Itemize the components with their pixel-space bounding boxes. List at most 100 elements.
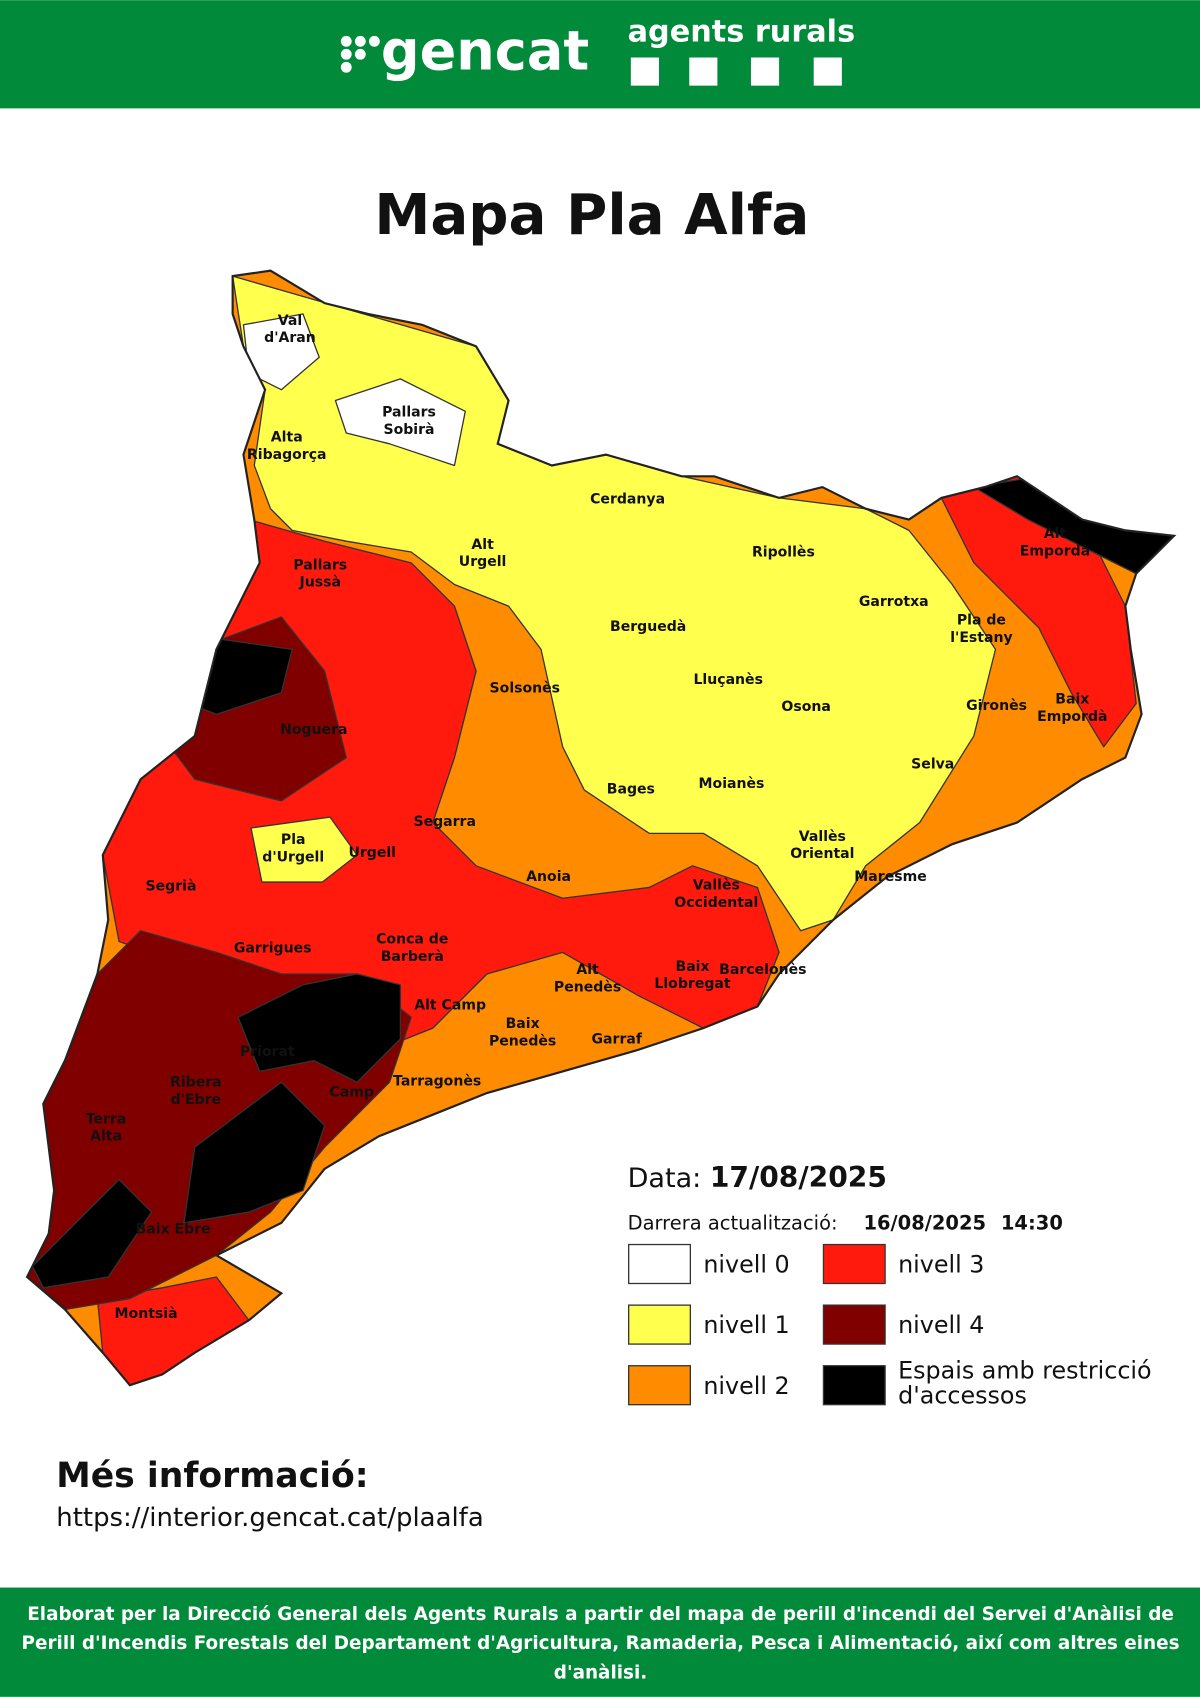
region-label-line: Ribera bbox=[170, 1075, 222, 1091]
region-label: Maresme bbox=[854, 869, 926, 885]
region-label: Garrigues bbox=[234, 940, 312, 956]
region-label-line: Anoia bbox=[526, 869, 571, 885]
logo-dots bbox=[340, 35, 380, 73]
title: Mapa Pla Alfa bbox=[374, 183, 809, 248]
region-label: Ribera d'Ebre bbox=[170, 1075, 222, 1108]
region-label: Vallès Occidental bbox=[674, 878, 758, 911]
region-label: Solsonès bbox=[490, 681, 560, 697]
region-label-line: Conca de bbox=[376, 932, 448, 948]
region-label: Pla d'Urgell bbox=[262, 832, 324, 865]
header-bar bbox=[0, 0, 1200, 109]
footer-line: Perill d'Incendis Forestals del Departam… bbox=[22, 1633, 1180, 1654]
date-label: Data: bbox=[628, 1163, 702, 1194]
region-label: Alt Camp bbox=[414, 998, 486, 1014]
region-label-line: Cerdanya bbox=[590, 491, 665, 507]
region-label-line: Empordà bbox=[1020, 543, 1090, 559]
region-label: Conca de Barberà bbox=[376, 932, 448, 965]
region-label-line: Alt Camp bbox=[414, 998, 486, 1014]
region-label-line: Solsonès bbox=[490, 681, 560, 697]
update-time: 14:30 bbox=[1001, 1211, 1063, 1234]
region-label: Osona bbox=[781, 699, 830, 715]
region-label: Moianès bbox=[699, 776, 765, 792]
more-info-url[interactable]: https://interior.gencat.cat/plaalfa bbox=[56, 1503, 483, 1533]
region-label: Noguera bbox=[280, 722, 347, 738]
region-label-line: Noguera bbox=[280, 722, 347, 738]
level-area bbox=[334, 378, 466, 467]
region-label: Segrià bbox=[146, 879, 197, 895]
region-label: Garraf bbox=[592, 1031, 643, 1047]
level-area bbox=[183, 1081, 326, 1224]
region-label: Val d'Aran bbox=[264, 313, 316, 346]
region-label-line: Berguedà bbox=[610, 619, 686, 635]
region-label-line: Jussà bbox=[299, 575, 341, 591]
region-label-line: Bages bbox=[607, 781, 655, 797]
region-label: Bages bbox=[607, 781, 655, 797]
region-label: Alta Ribagorça bbox=[247, 430, 327, 463]
region-label-line: Pallars bbox=[293, 557, 347, 573]
legend-swatch bbox=[628, 1243, 692, 1285]
region-label: Segarra bbox=[413, 814, 476, 830]
legend-label: Espais amb restricció d'accessos bbox=[898, 1357, 1152, 1410]
region-label: Pla de l'Estany bbox=[950, 613, 1012, 646]
region-label-line: Selva bbox=[911, 756, 954, 772]
region-label: Garrotxa bbox=[859, 594, 929, 610]
region-label: Barcelonès bbox=[719, 962, 806, 978]
legend-swatch bbox=[628, 1304, 692, 1345]
region-label: Ripollès bbox=[752, 544, 815, 560]
region-labels: Val d'Aran Pallars Sobirà Alta Ribagorça Cerda… bbox=[86, 313, 1108, 1322]
level-area bbox=[237, 973, 402, 1083]
region-label: Baix Llobregat bbox=[654, 959, 730, 992]
region-label-line: Garrotxa bbox=[859, 594, 929, 610]
region-label-line: Urgell bbox=[348, 845, 396, 861]
region-label-line: Priorat bbox=[240, 1044, 295, 1060]
legend-swatch bbox=[822, 1365, 886, 1406]
brand: agents rurals bbox=[628, 14, 856, 49]
region-label-line: Osona bbox=[781, 699, 830, 715]
region-label: Gironès bbox=[966, 698, 1027, 714]
more-info-title: Més informació: bbox=[56, 1456, 368, 1496]
region-label-line: Vallès bbox=[799, 829, 846, 845]
legend-label: nivell 1 bbox=[703, 1311, 789, 1339]
region-label: Montsià bbox=[115, 1306, 178, 1322]
update-date: 16/08/2025 bbox=[863, 1211, 986, 1234]
legend: Data: 17/08/2025 Darrera actualització: … bbox=[628, 1161, 1152, 1409]
legend-swatch bbox=[628, 1365, 692, 1406]
legend-label-line: d'accessos bbox=[898, 1382, 1027, 1410]
region-label: Tarragonès bbox=[393, 1073, 481, 1089]
region-label: Baix Ebre bbox=[136, 1222, 211, 1238]
region-label: Pallars Sobirà bbox=[382, 405, 436, 438]
region-label-line: Terra bbox=[86, 1111, 127, 1127]
region-label: Anoia bbox=[526, 869, 571, 885]
region-label-line: Gironès bbox=[966, 698, 1027, 714]
region-label: Alt Penedès bbox=[554, 962, 621, 995]
region-label-line: Ripollès bbox=[752, 544, 815, 560]
region-label-line: Alt bbox=[471, 537, 494, 553]
footer-line: Elaborat per la Direcció General dels Ag… bbox=[27, 1604, 1174, 1625]
legend-label: nivell 0 bbox=[703, 1251, 789, 1279]
footer-line: d'anàlisi. bbox=[554, 1662, 647, 1683]
region-label: Alt Empordà bbox=[1020, 526, 1090, 559]
region-label-line: Baix bbox=[1055, 692, 1089, 708]
region-label-line: Baix Ebre bbox=[136, 1222, 211, 1238]
region-label-line: Empordà bbox=[1037, 709, 1107, 725]
footer-bar bbox=[0, 1587, 1200, 1697]
brand-squares bbox=[630, 57, 842, 86]
region-label: Baix Empordà bbox=[1037, 692, 1107, 725]
region-label-line: Val bbox=[278, 313, 302, 329]
region-label: Alt Urgell bbox=[459, 537, 507, 570]
region-label-line: Segrià bbox=[146, 879, 197, 895]
region-label-line: Tarragonès bbox=[393, 1073, 481, 1089]
region-label-line: Alt bbox=[576, 962, 599, 978]
region-label-line: Segarra bbox=[413, 814, 476, 830]
region-label-line: Barcelonès bbox=[719, 962, 806, 978]
region-label-line: Oriental bbox=[790, 846, 854, 862]
region-label-line: Maresme bbox=[854, 869, 926, 885]
date: 17/08/2025 bbox=[710, 1161, 887, 1194]
region-label-line: d'Aran bbox=[264, 330, 316, 346]
region-label-line: Barberà bbox=[381, 949, 444, 965]
region-label: Cerdanya bbox=[590, 491, 665, 507]
level-area bbox=[250, 816, 358, 883]
region-label-line: Ribagorça bbox=[247, 447, 327, 463]
region-label: Baix Penedès bbox=[489, 1016, 556, 1049]
